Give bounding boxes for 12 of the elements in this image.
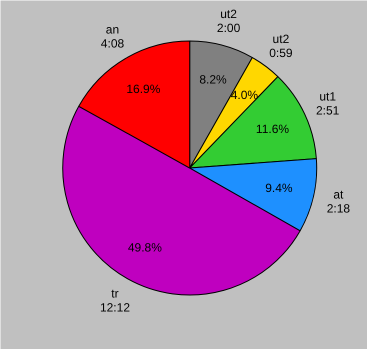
data-label: 16.9%: [126, 82, 161, 96]
data-label: 4.0%: [230, 88, 258, 102]
slice-label: ut2 0:59: [269, 32, 293, 60]
slice-label: ut1 2:51: [316, 89, 340, 118]
slice-label: tr 12:12: [100, 286, 130, 315]
slice-label: ut2 2:00: [216, 6, 241, 35]
slice-label: at 2:18: [326, 188, 350, 216]
slice-label: an 4:08: [100, 22, 124, 51]
data-label: 8.2%: [199, 72, 228, 87]
data-label: 49.8%: [128, 240, 162, 255]
data-label: 11.6%: [256, 122, 290, 136]
data-label: 9.4%: [265, 181, 293, 196]
